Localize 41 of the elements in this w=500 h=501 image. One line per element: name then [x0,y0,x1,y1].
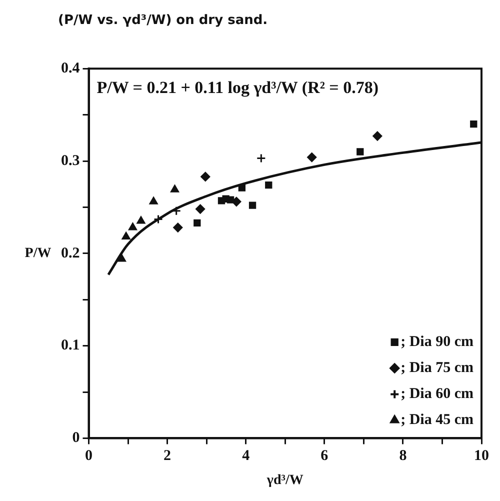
y-tick-label: 0.3 [61,152,80,169]
x-tick-label: 0 [85,448,92,464]
x-tick-label: 4 [242,448,250,464]
legend-label: ; Dia 90 cm [400,334,474,350]
point [226,196,234,204]
x-axis-title: γd³/W [266,473,304,488]
point [356,148,364,156]
x-tick-label: 10 [474,448,489,464]
legend-label: ; Dia 60 cm [400,386,474,402]
point [172,206,182,216]
point [232,196,242,206]
point [200,172,210,182]
y-tick-label: 0 [72,430,80,446]
point [307,152,317,162]
point [128,222,137,230]
point [122,232,130,240]
y-tick-label: 0.2 [61,245,80,262]
x-tick-label: 6 [320,448,329,464]
point [256,153,266,163]
chart-title: (P/W vs. γd³/W) on dry sand. [58,13,268,28]
y-axis-title: P/W [24,246,52,262]
y-tick-label: 0.1 [61,338,80,354]
point [238,184,246,192]
x-tick-label: 8 [399,448,407,464]
point [265,181,272,189]
legend-label: ; Dia 75 cm [400,360,474,376]
point [196,204,206,214]
point [170,184,179,192]
point [154,214,164,224]
point [470,120,478,128]
point [372,131,382,141]
point [194,219,201,226]
annotation: P/W = 0.21 + 0.11 log γd³/W (R² = 0.78) [96,78,379,97]
legend-label: ; Dia 45 cm [400,412,474,428]
x-tick-label: 2 [164,448,172,464]
point [149,196,158,204]
y-tick-label: 0.4 [61,60,80,76]
point [173,222,183,232]
point [136,216,146,224]
point [248,202,256,209]
point [118,254,126,262]
